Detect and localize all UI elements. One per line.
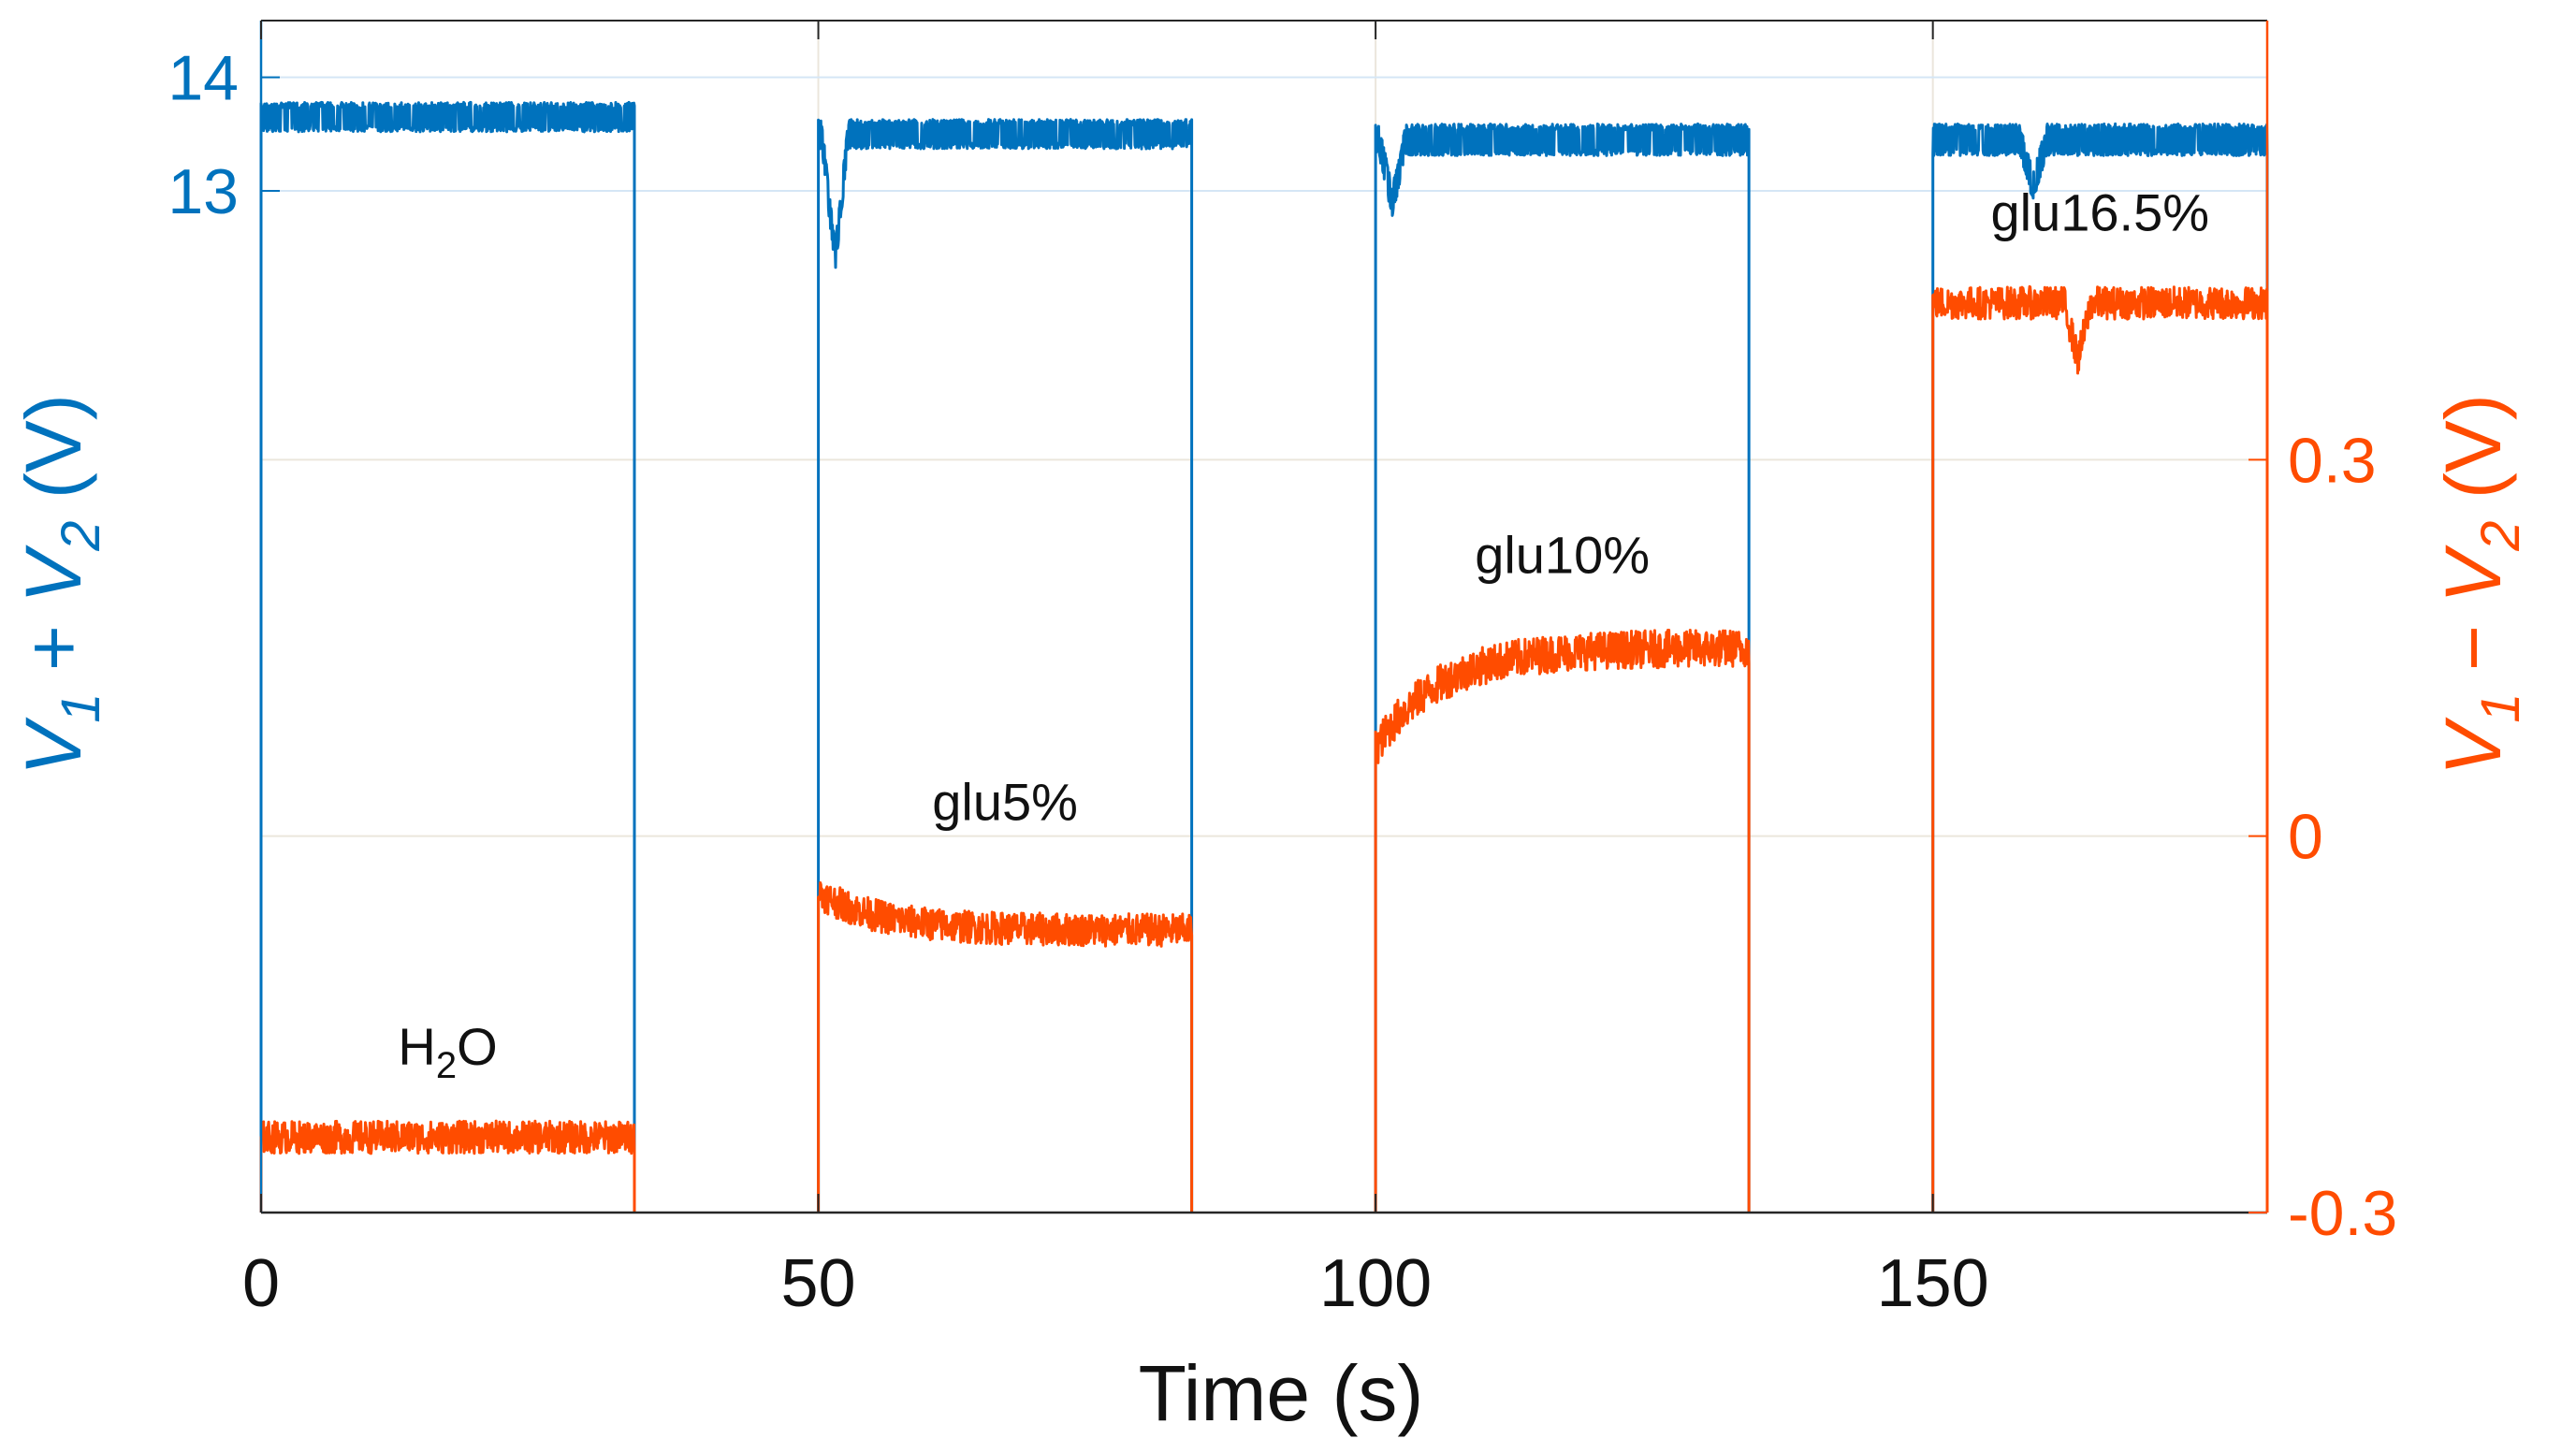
annotation-text: glu5% [932,773,1078,832]
series-diff-group [259,284,2269,1213]
annotation-text-end: O [457,1017,498,1076]
sum-series-segment-1 [259,100,636,1213]
annotation-1: H2O [398,1017,497,1086]
annotation-text: glu16.5% [1991,182,2210,241]
left-tick-label: 13 [167,156,239,227]
annotation-4: glu16.5% [1991,182,2210,241]
right-tick-label: -0.3 [2288,1178,2397,1249]
left-axis-title: V1 + V2 (V) [9,394,111,776]
x-axis-title: Time (s) [1139,1349,1424,1437]
annotation-3: glu10% [1475,525,1650,584]
diff-series-segment-2 [817,881,1194,1213]
right-title-sub1: 1 [2470,693,2531,723]
x-tick-label: 50 [781,1246,856,1321]
annotation-2: glu5% [932,773,1078,832]
plot-frame [259,20,2269,1214]
sum-series-segment-3 [1374,122,1751,1213]
right-title-v2: V [2429,545,2517,603]
x-tick-label: 150 [1877,1246,1989,1321]
annotation-subscript: 2 [436,1045,457,1086]
right-title-unit: (V) [2429,394,2517,520]
right-tick-label: 0 [2288,802,2323,873]
left-title-v1: V [9,717,97,776]
x-tick-label: 0 [242,1246,280,1321]
left-title-unit: (V) [9,394,97,520]
x-tick-label: 100 [1319,1246,1432,1321]
annotation-text: H [398,1017,435,1076]
left-title-sub2: 2 [51,520,111,551]
right-axis-title: V1 − V2 (V) [2429,394,2531,776]
left-title-op: + [9,603,97,693]
diff-series-segment-1 [259,1119,636,1213]
left-tick-label: 14 [167,43,239,114]
tick-labels: 0 50 100 150 13 14 -0.3 0 0.3 [167,43,2397,1321]
sum-series-segment-2 [817,118,1194,1213]
right-title-v1: V [2429,717,2517,776]
left-title-v2: V [9,545,97,603]
right-tick-label: 0.3 [2288,425,2377,496]
annotation-text: glu10% [1475,525,1650,584]
diff-series-segment-3 [1374,629,1751,1213]
left-title-sub1: 1 [51,693,111,723]
right-title-op: − [2429,603,2517,693]
diff-series-segment-4 [1931,284,2269,1213]
right-title-sub2: 2 [2470,520,2531,551]
series-sum-group [259,100,2269,1213]
sum-series-segment-4 [1931,122,2269,1213]
